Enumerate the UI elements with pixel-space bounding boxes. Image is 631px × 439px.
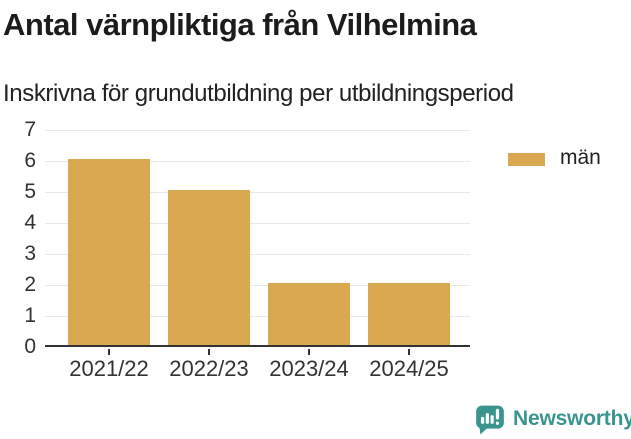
y-tick-label-6: 6 (24, 149, 36, 172)
x-tick-2021/22 (108, 349, 110, 355)
bar-2023/24 (268, 283, 350, 345)
newsworthy-brand-text: Newsworthy (513, 407, 631, 430)
y-tick-label-7: 7 (24, 118, 36, 141)
y-tick-label-4: 4 (24, 211, 36, 234)
y-tick-label-1: 1 (24, 304, 36, 327)
x-tick-label-2023/24: 2023/24 (269, 356, 349, 381)
plot-area (45, 130, 470, 347)
gridline-y1 (45, 316, 470, 317)
y-tick-label-3: 3 (24, 242, 36, 265)
gridline-y5 (45, 192, 470, 193)
x-tick-2022/23 (208, 349, 210, 355)
x-tick-2024/25 (408, 349, 410, 355)
x-tick-2023/24 (308, 349, 310, 355)
bar-2021/22 (68, 159, 150, 345)
legend-label-man: män (560, 146, 601, 169)
x-tick-label-2024/25: 2024/25 (369, 356, 449, 381)
x-tick-label-2021/22: 2021/22 (69, 356, 149, 381)
newsworthy-logo-icon (474, 403, 506, 435)
gridline-y6 (45, 161, 470, 162)
gridline-y3 (45, 254, 470, 255)
bar-2024/25 (368, 283, 450, 345)
gridline-y7 (45, 130, 470, 131)
y-tick-label-5: 5 (24, 180, 36, 203)
y-tick-label-2: 2 (24, 273, 36, 296)
gridline-y4 (45, 223, 470, 224)
legend-swatch-man (508, 153, 545, 166)
y-tick-label-0: 0 (24, 335, 36, 358)
newsworthy-logo-link[interactable]: Newsworthy (474, 403, 631, 435)
gridline-y2 (45, 285, 470, 286)
bar-2022/23 (168, 190, 250, 345)
x-tick-label-2022/23: 2022/23 (169, 356, 249, 381)
chart-title: Antal värnpliktiga från Vilhelmina (3, 7, 477, 42)
legend: män (508, 146, 601, 170)
chart-subtitle: Inskrivna för grundutbildning per utbild… (3, 80, 514, 107)
